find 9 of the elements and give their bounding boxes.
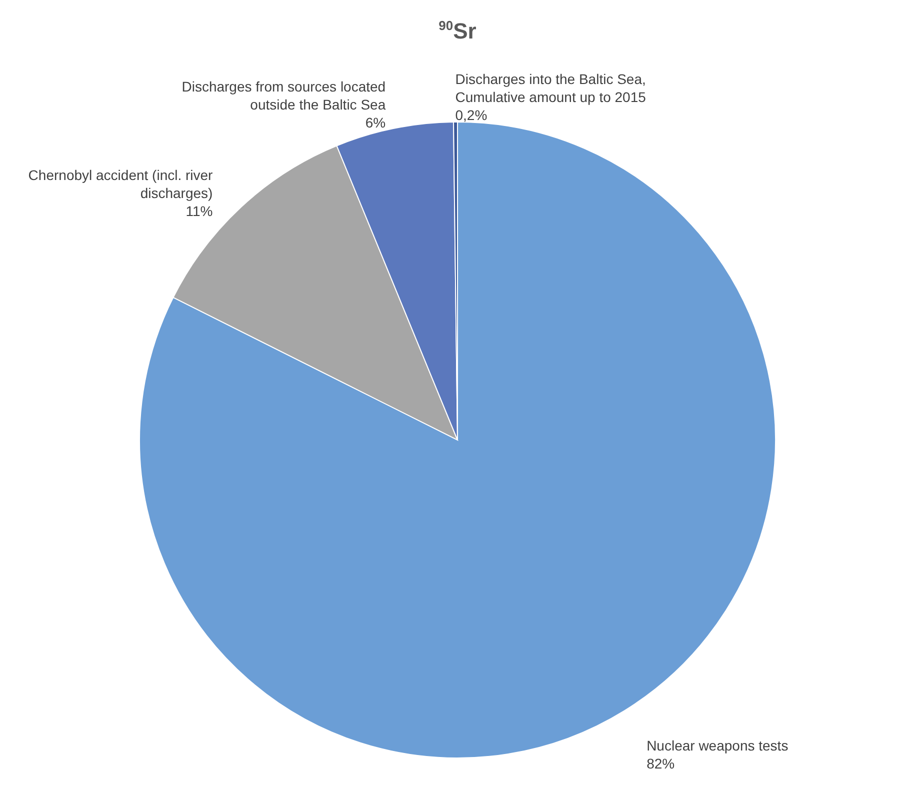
chart-title: $^{90}$Sr: [438, 18, 478, 44]
slice-label: Chernobyl accident (incl. river discharges): [28, 167, 214, 202]
slice-label: Nuclear weapons tests: [646, 737, 788, 754]
slice-label: Discharges from sources located outside the Baltic Sea: [182, 78, 386, 112]
data-label: 82%: [646, 755, 675, 772]
data-label: 11%: [186, 203, 213, 220]
data-label: 6%: [365, 114, 386, 130]
slice-label: Discharges into the Baltic Sea, Cumulative amount up to 2015: [455, 71, 646, 106]
data-label: 0,2%: [455, 107, 488, 124]
